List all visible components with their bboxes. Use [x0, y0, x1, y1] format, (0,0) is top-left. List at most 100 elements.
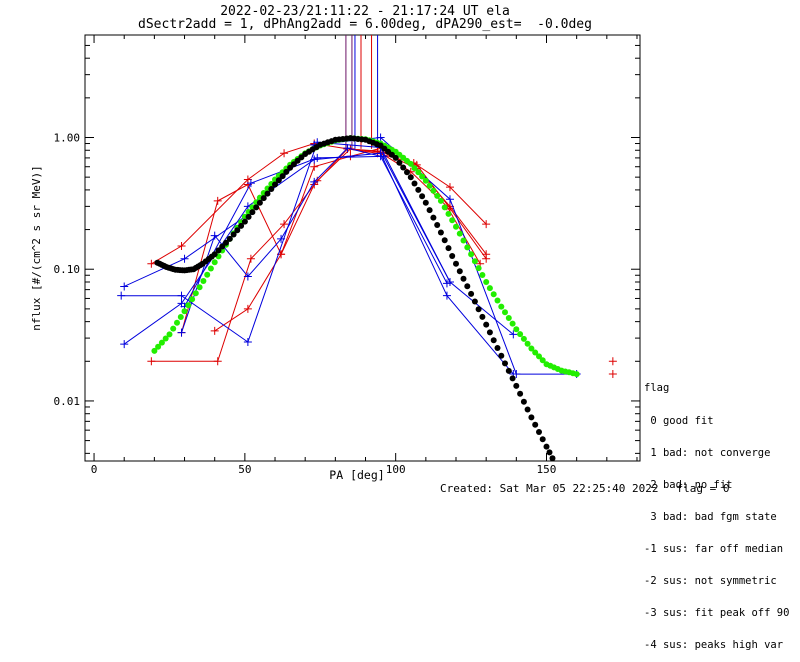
- data-point: [177, 291, 186, 300]
- fit-point: [502, 309, 508, 316]
- data-point: [120, 282, 129, 291]
- fit-point: [411, 180, 418, 187]
- fit-point: [415, 186, 422, 193]
- fit-point: [430, 187, 437, 194]
- fit-point: [449, 253, 456, 259]
- data-point: [343, 144, 352, 153]
- fit-point: [192, 290, 199, 297]
- fit-point: [490, 291, 497, 298]
- data-point: [243, 272, 252, 281]
- fit-point: [415, 169, 422, 176]
- series-line: [151, 142, 487, 265]
- fit-point: [509, 320, 516, 327]
- data-point: [445, 183, 454, 192]
- x-tick-label: 100: [386, 463, 406, 476]
- data-point: [379, 152, 388, 161]
- flag-legend-item: 2 bad: no fit: [644, 478, 733, 491]
- fit-point: [256, 199, 263, 206]
- fit-point: [230, 231, 237, 238]
- chart-title-line1: 2022-02-23/21:11:22 - 21:17:24 UT ela: [220, 4, 510, 19]
- fit-point: [475, 306, 482, 313]
- fit-point: [437, 197, 444, 204]
- fit-point: [234, 227, 241, 234]
- fit-point: [283, 168, 290, 175]
- fit-point: [215, 247, 222, 254]
- fit-point: [411, 165, 418, 172]
- y-tick-label: 1.00: [54, 131, 81, 144]
- data-point: [608, 370, 617, 379]
- data-point: [608, 357, 617, 366]
- fit-point: [498, 352, 505, 359]
- data-point: [442, 291, 451, 300]
- fit-point: [471, 258, 478, 265]
- fit-point: [400, 164, 407, 171]
- data-point: [482, 220, 491, 229]
- fit-point: [223, 239, 229, 246]
- flag-legend-item: -2 sus: not symmetric: [644, 575, 777, 588]
- fit-point: [185, 302, 192, 309]
- created-timestamp: Created: Sat Mar 05 22:25:40 2022: [440, 482, 659, 495]
- fit-point: [162, 335, 169, 342]
- fit-point: [419, 193, 426, 200]
- fit-point: [200, 278, 207, 284]
- y-tick-label: 0.10: [54, 263, 81, 276]
- series-line: [123, 136, 577, 375]
- fit-point: [434, 222, 441, 228]
- fit-point: [502, 360, 508, 367]
- fit-point: [170, 325, 177, 332]
- data-point: [180, 254, 189, 263]
- fit-point: [498, 303, 505, 310]
- fit-point: [430, 214, 437, 221]
- fit-point: [407, 160, 414, 167]
- fit-point: [513, 382, 520, 389]
- fit-point: [238, 222, 245, 229]
- data-point: [147, 357, 156, 366]
- fit-point: [453, 260, 459, 267]
- fit-point: [468, 290, 475, 297]
- data-point: [147, 259, 156, 268]
- fit-point: [505, 367, 512, 374]
- data-point: [120, 340, 129, 349]
- fit-point: [539, 357, 546, 364]
- fit-point: [543, 443, 550, 450]
- fit-point: [441, 237, 448, 244]
- fit-point: [264, 190, 271, 197]
- data-point: [313, 153, 322, 162]
- x-tick-label: 50: [238, 463, 251, 476]
- fit-point: [151, 347, 158, 354]
- fit-point: [494, 345, 501, 351]
- fit-point: [573, 371, 580, 378]
- fit-point: [517, 331, 524, 338]
- fit-point: [158, 339, 165, 346]
- fit-point: [449, 217, 456, 224]
- fit-point: [453, 223, 459, 230]
- fit-point: [471, 298, 478, 305]
- fit-point: [464, 244, 471, 251]
- flag-legend-item: 0 good fit: [644, 414, 714, 427]
- fit-point: [460, 237, 467, 244]
- flag-legend: flag 0 good fit 1 bad: not converge 2 ba…: [644, 362, 789, 662]
- data-point: [445, 195, 454, 204]
- series-line: [214, 148, 481, 332]
- flag-legend-item: 1 bad: not converge: [644, 446, 771, 459]
- fit-point: [486, 329, 493, 336]
- fit-point: [249, 209, 256, 216]
- fit-point: [245, 213, 252, 220]
- fit-point: [207, 265, 214, 272]
- fit-point: [189, 296, 196, 303]
- fit-point: [536, 429, 542, 435]
- data-point: [482, 254, 491, 263]
- fit-point: [536, 353, 542, 360]
- data-point: [210, 231, 219, 240]
- flag-status: flag = 0: [676, 482, 730, 495]
- data-point: [210, 326, 219, 335]
- data-point: [509, 330, 518, 339]
- fit-point: [486, 285, 493, 292]
- y-tick-label: 0.01: [54, 395, 81, 408]
- fit-point: [483, 321, 490, 328]
- fit-point: [509, 375, 516, 382]
- flag-legend-item: 3 bad: bad fgm state: [644, 510, 777, 523]
- data-point: [213, 196, 222, 205]
- data-point: [246, 254, 255, 263]
- data-point: [177, 328, 186, 337]
